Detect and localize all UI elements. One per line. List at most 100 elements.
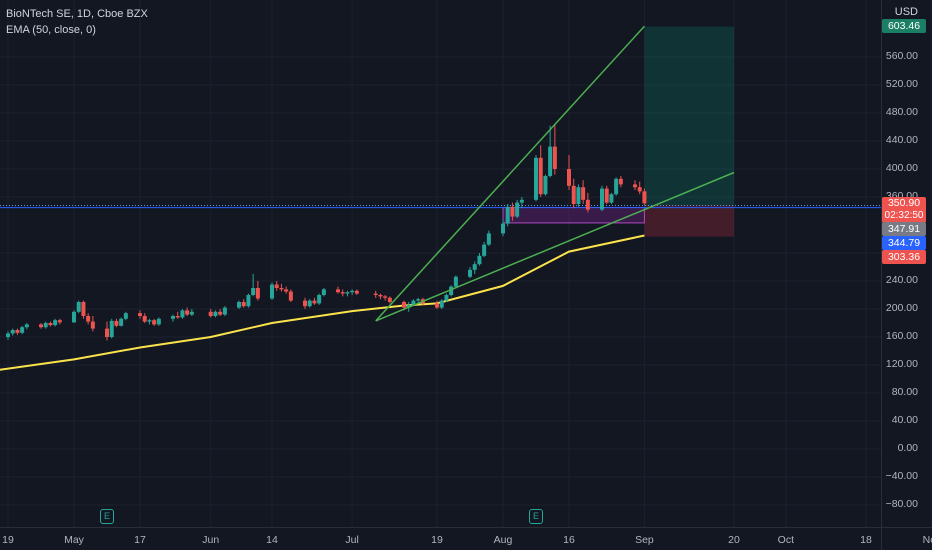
candle bbox=[581, 187, 586, 200]
candle bbox=[439, 300, 444, 308]
candle bbox=[317, 295, 322, 304]
candle bbox=[105, 328, 109, 337]
candle bbox=[251, 288, 256, 295]
candle bbox=[614, 178, 619, 195]
candle bbox=[501, 223, 505, 234]
time-tick-label: 18 bbox=[860, 534, 872, 546]
candle bbox=[453, 276, 458, 287]
candle bbox=[321, 289, 326, 295]
candle bbox=[435, 303, 439, 308]
candle bbox=[633, 184, 637, 188]
price-tick-label: 160.00 bbox=[885, 330, 918, 342]
candle bbox=[123, 313, 128, 319]
candle bbox=[90, 321, 95, 329]
candle bbox=[604, 188, 609, 203]
candle bbox=[543, 176, 548, 195]
candle bbox=[548, 146, 553, 176]
price-tick-label: 120.00 bbox=[885, 358, 918, 370]
countdown-label: 02:32:50 bbox=[884, 210, 924, 221]
candle bbox=[274, 284, 279, 288]
price-tag: 350.90 02:32:50 bbox=[882, 197, 926, 223]
price-tick-label: 520.00 bbox=[885, 78, 918, 90]
price-tick-label: 400.00 bbox=[885, 162, 918, 174]
candle bbox=[505, 206, 510, 224]
candle bbox=[20, 327, 25, 333]
candle bbox=[350, 290, 355, 293]
trendline bbox=[375, 25, 645, 322]
candle bbox=[86, 316, 91, 322]
candle bbox=[307, 300, 312, 307]
candle bbox=[81, 302, 86, 316]
candle bbox=[482, 244, 487, 256]
candle bbox=[637, 187, 642, 192]
trendline bbox=[375, 171, 735, 322]
price-tag-value: 350.90 bbox=[887, 197, 921, 209]
candle bbox=[213, 311, 218, 316]
candle bbox=[571, 185, 576, 204]
candle bbox=[175, 316, 180, 318]
candle bbox=[246, 295, 251, 307]
price-tick-label: −80.00 bbox=[885, 498, 918, 510]
candle bbox=[171, 316, 175, 319]
candle bbox=[39, 324, 43, 328]
candle bbox=[15, 330, 20, 333]
price-tick-label: 200.00 bbox=[885, 302, 918, 314]
candle bbox=[284, 289, 289, 292]
candle bbox=[534, 157, 538, 200]
candle bbox=[312, 300, 317, 304]
candle bbox=[279, 288, 284, 290]
candle bbox=[567, 169, 571, 186]
price-tick-label: 480.00 bbox=[885, 106, 918, 118]
candle bbox=[600, 188, 604, 210]
time-tick-label: Nov bbox=[922, 534, 932, 546]
candle bbox=[411, 300, 416, 305]
price-tag: 344.79 bbox=[882, 236, 926, 250]
price-tick-label: 240.00 bbox=[885, 274, 918, 286]
candle bbox=[109, 320, 114, 337]
candle bbox=[642, 191, 647, 204]
candle bbox=[185, 310, 190, 315]
time-tick-label: Oct bbox=[777, 534, 795, 546]
candle bbox=[515, 202, 520, 217]
time-tick-label: Jun bbox=[202, 534, 220, 546]
candle bbox=[585, 199, 590, 210]
candle bbox=[416, 299, 421, 301]
candle bbox=[336, 289, 340, 293]
candle bbox=[477, 255, 482, 265]
time-tick-label: 19 bbox=[431, 534, 443, 546]
time-tick-label: 20 bbox=[728, 534, 740, 546]
symbol-legend[interactable]: BioNTech SE, 1D, Cboe BZX bbox=[6, 8, 148, 20]
candle bbox=[354, 290, 359, 294]
candle bbox=[406, 304, 411, 308]
candle bbox=[402, 302, 406, 308]
candle bbox=[373, 293, 378, 295]
indicator-legend[interactable]: EMA (50, close, 0) bbox=[6, 24, 96, 36]
candle bbox=[43, 323, 48, 328]
price-tick-label: 0.00 bbox=[897, 442, 918, 454]
time-axis-divider bbox=[0, 527, 932, 528]
price-tick-label: −40.00 bbox=[885, 470, 918, 482]
candle bbox=[57, 320, 62, 323]
chart-legend: BioNTech SE, 1D, Cboe BZX EMA (50, close… bbox=[6, 6, 148, 38]
candle bbox=[156, 318, 161, 325]
price-tick-label: 440.00 bbox=[885, 134, 918, 146]
price-zone bbox=[644, 205, 734, 237]
earnings-marker-icon[interactable]: E bbox=[100, 509, 114, 524]
candle bbox=[468, 269, 472, 277]
candle bbox=[444, 295, 449, 301]
candle bbox=[76, 302, 81, 312]
time-tick-label: Aug bbox=[493, 534, 513, 546]
candle bbox=[72, 311, 76, 323]
candle bbox=[378, 295, 383, 297]
time-tick-label: 16 bbox=[563, 534, 575, 546]
price-tick-label: 560.00 bbox=[885, 50, 918, 62]
candle bbox=[24, 324, 29, 328]
price-zone bbox=[644, 26, 734, 206]
currency-label[interactable]: USD bbox=[894, 6, 918, 18]
candle bbox=[486, 233, 491, 245]
candle bbox=[48, 323, 53, 326]
earnings-marker-icon[interactable]: E bbox=[529, 509, 543, 524]
candle bbox=[142, 316, 147, 322]
candle bbox=[618, 178, 623, 185]
